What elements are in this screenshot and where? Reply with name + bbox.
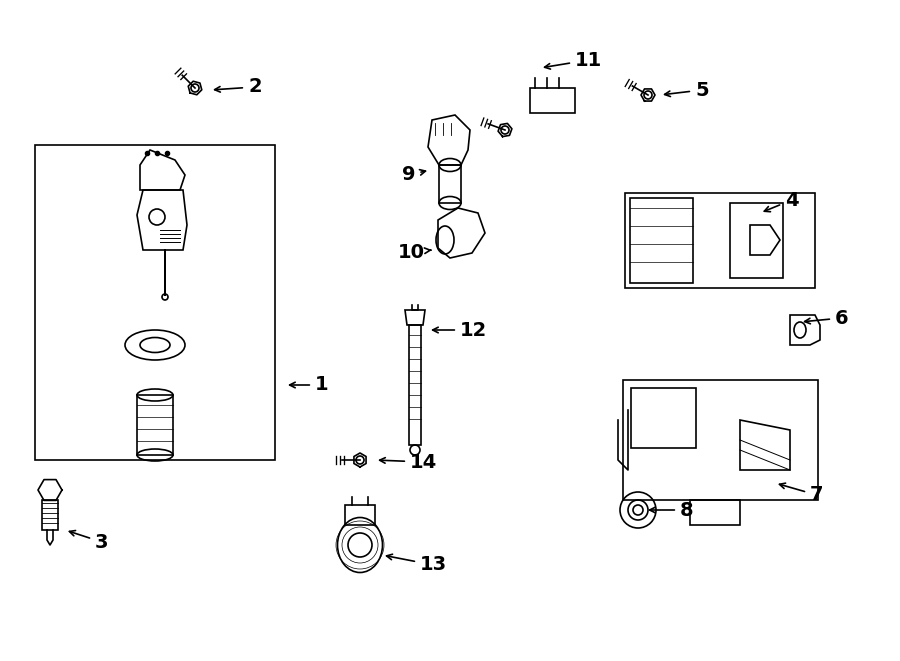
Text: 2: 2: [214, 77, 262, 97]
Bar: [631, 388, 696, 448]
Text: 8: 8: [650, 500, 694, 520]
Text: 11: 11: [544, 50, 602, 69]
Bar: [439, 165, 461, 203]
Bar: [137, 395, 173, 455]
Text: 7: 7: [779, 483, 824, 504]
Text: 12: 12: [433, 321, 487, 340]
Bar: [690, 500, 740, 525]
Bar: [630, 198, 693, 283]
Bar: [625, 193, 815, 288]
Text: 1: 1: [290, 375, 328, 395]
Text: 4: 4: [764, 190, 798, 212]
Bar: [35, 145, 275, 460]
Bar: [530, 88, 575, 113]
Bar: [345, 505, 375, 525]
Text: 5: 5: [664, 81, 708, 100]
Text: 14: 14: [380, 453, 437, 471]
Bar: [409, 325, 421, 445]
Text: 13: 13: [387, 554, 447, 574]
Text: 9: 9: [402, 165, 426, 184]
Bar: [42, 500, 58, 530]
Text: 3: 3: [69, 531, 109, 551]
Text: 6: 6: [805, 309, 849, 327]
Text: 10: 10: [398, 243, 431, 262]
Bar: [730, 203, 783, 278]
Bar: [623, 380, 818, 500]
